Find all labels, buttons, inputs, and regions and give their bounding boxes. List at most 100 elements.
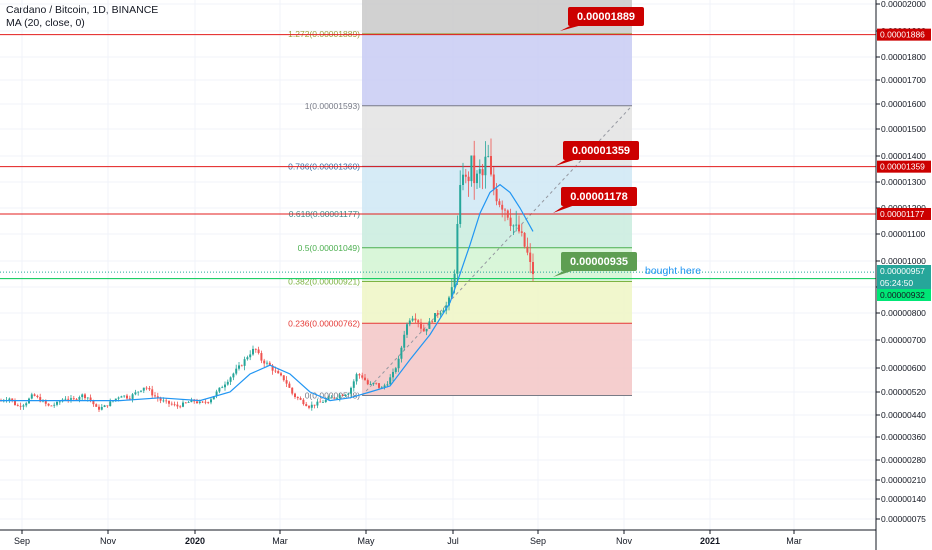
candle-body <box>184 402 187 404</box>
candle-body <box>86 397 89 399</box>
time-tick-label: Sep <box>530 536 546 546</box>
candle-body <box>330 397 333 399</box>
candle-body <box>462 174 464 185</box>
candle-body <box>411 318 414 321</box>
candle-body <box>196 401 198 403</box>
candle-body <box>58 401 61 403</box>
time-tick-label: Sep <box>14 536 30 546</box>
price-tick-label: 0.00001500 <box>881 124 926 134</box>
candle-body <box>523 232 526 247</box>
candle-body <box>106 405 109 407</box>
candle-body <box>170 403 173 405</box>
callout-pointer <box>553 205 575 213</box>
candle-body <box>473 155 476 184</box>
candle-body <box>380 387 383 389</box>
candle-body <box>296 397 299 399</box>
price-tag <box>877 277 931 289</box>
callout-text: 0.00001889 <box>577 11 635 23</box>
candle-body <box>389 377 392 385</box>
candle-body <box>386 384 389 386</box>
bought-here-note[interactable]: bought here <box>645 265 701 277</box>
candle-body <box>439 312 442 315</box>
candle-body <box>464 174 467 177</box>
price-callout[interactable]: 0.00001889 <box>560 7 644 31</box>
callout-box <box>568 7 644 26</box>
candle-body <box>232 373 235 378</box>
candle-body <box>392 371 394 378</box>
callout-box <box>561 252 637 271</box>
candle-body <box>212 396 215 400</box>
price-tag-text: 0.00000957 <box>880 266 925 276</box>
candle-body <box>520 231 523 233</box>
candle-body <box>201 401 204 403</box>
candle-body <box>22 405 25 407</box>
candle-body <box>39 397 42 402</box>
candle-body <box>179 406 182 408</box>
time-tick-label: Jul <box>447 536 459 546</box>
candle-body <box>30 394 33 399</box>
candle-body <box>319 401 322 403</box>
candle-body <box>123 395 126 397</box>
callout-pointer <box>555 159 577 166</box>
candle-body <box>341 395 344 396</box>
candle-body <box>260 353 263 361</box>
candle-body <box>504 209 506 211</box>
callout-text: 0.00001359 <box>572 145 630 157</box>
price-axis[interactable]: 0.000020000.000019000.000018000.00001700… <box>875 0 931 550</box>
price-tick-label: 0.00001700 <box>881 75 926 85</box>
candle-body <box>434 313 436 323</box>
time-axis[interactable]: Sep Nov 2020 Mar May Jul Sep Nov 2021 Mar <box>0 529 876 546</box>
candle-body <box>75 399 78 400</box>
fibonacci-retracement[interactable]: 0(0.00000508) 0.236(0.00000762) 0.382(0.00… <box>288 0 633 400</box>
candle-body <box>109 401 112 407</box>
candle-body <box>168 400 170 404</box>
candle-body <box>529 252 532 262</box>
candle-body <box>126 395 128 399</box>
candle-body <box>120 396 123 398</box>
candle-body <box>198 401 201 403</box>
candle-body <box>308 406 310 408</box>
candle-body <box>254 348 257 350</box>
candle-body <box>204 401 207 403</box>
candle-body <box>19 405 22 407</box>
price-callout[interactable]: 0.00001178 <box>553 187 637 213</box>
candle-body <box>95 404 98 407</box>
candle-body <box>285 380 288 384</box>
moving-average <box>0 183 534 402</box>
fib-zone <box>362 281 632 324</box>
candle-body <box>176 404 179 407</box>
candle-body <box>476 173 478 184</box>
candle-body <box>310 404 313 408</box>
candle-body <box>291 387 294 394</box>
line-price-tag <box>877 28 931 41</box>
price-tick-label: 0.00000280 <box>881 455 926 465</box>
horizontal-lines[interactable] <box>0 34 876 280</box>
candle-body <box>324 399 327 403</box>
line-price-tag <box>877 207 931 220</box>
candle-body <box>490 156 492 175</box>
candle-body <box>215 391 218 397</box>
candle-body <box>448 297 450 306</box>
candle-body <box>450 287 453 298</box>
candle-body <box>67 398 70 400</box>
candle-body <box>355 374 358 382</box>
fib-level-label: 1(0.00001593) <box>305 101 360 111</box>
price-tick-label: 0.00000800 <box>881 308 926 318</box>
price-tag <box>877 265 931 277</box>
price-callouts[interactable]: 0.00001889 0.00001359 0.00001178 0.00000935… <box>553 7 701 277</box>
candle-body <box>246 357 249 360</box>
candle-body <box>487 156 490 157</box>
candle-body <box>131 394 134 399</box>
line-price-tag-text: 0.00001886 <box>880 30 925 40</box>
candle-body <box>338 395 341 398</box>
price-callout[interactable]: 0.00000935 <box>553 252 637 277</box>
price-callout[interactable]: 0.00001359 <box>555 141 639 166</box>
candle-body <box>299 398 302 400</box>
chart-title: Cardano / Bitcoin, 1D, BINANCE <box>6 4 159 16</box>
candle-body <box>154 395 156 397</box>
candle-body <box>103 405 106 407</box>
candle-body <box>240 365 243 367</box>
time-tick-label: Nov <box>616 536 633 546</box>
candle-body <box>532 261 534 275</box>
